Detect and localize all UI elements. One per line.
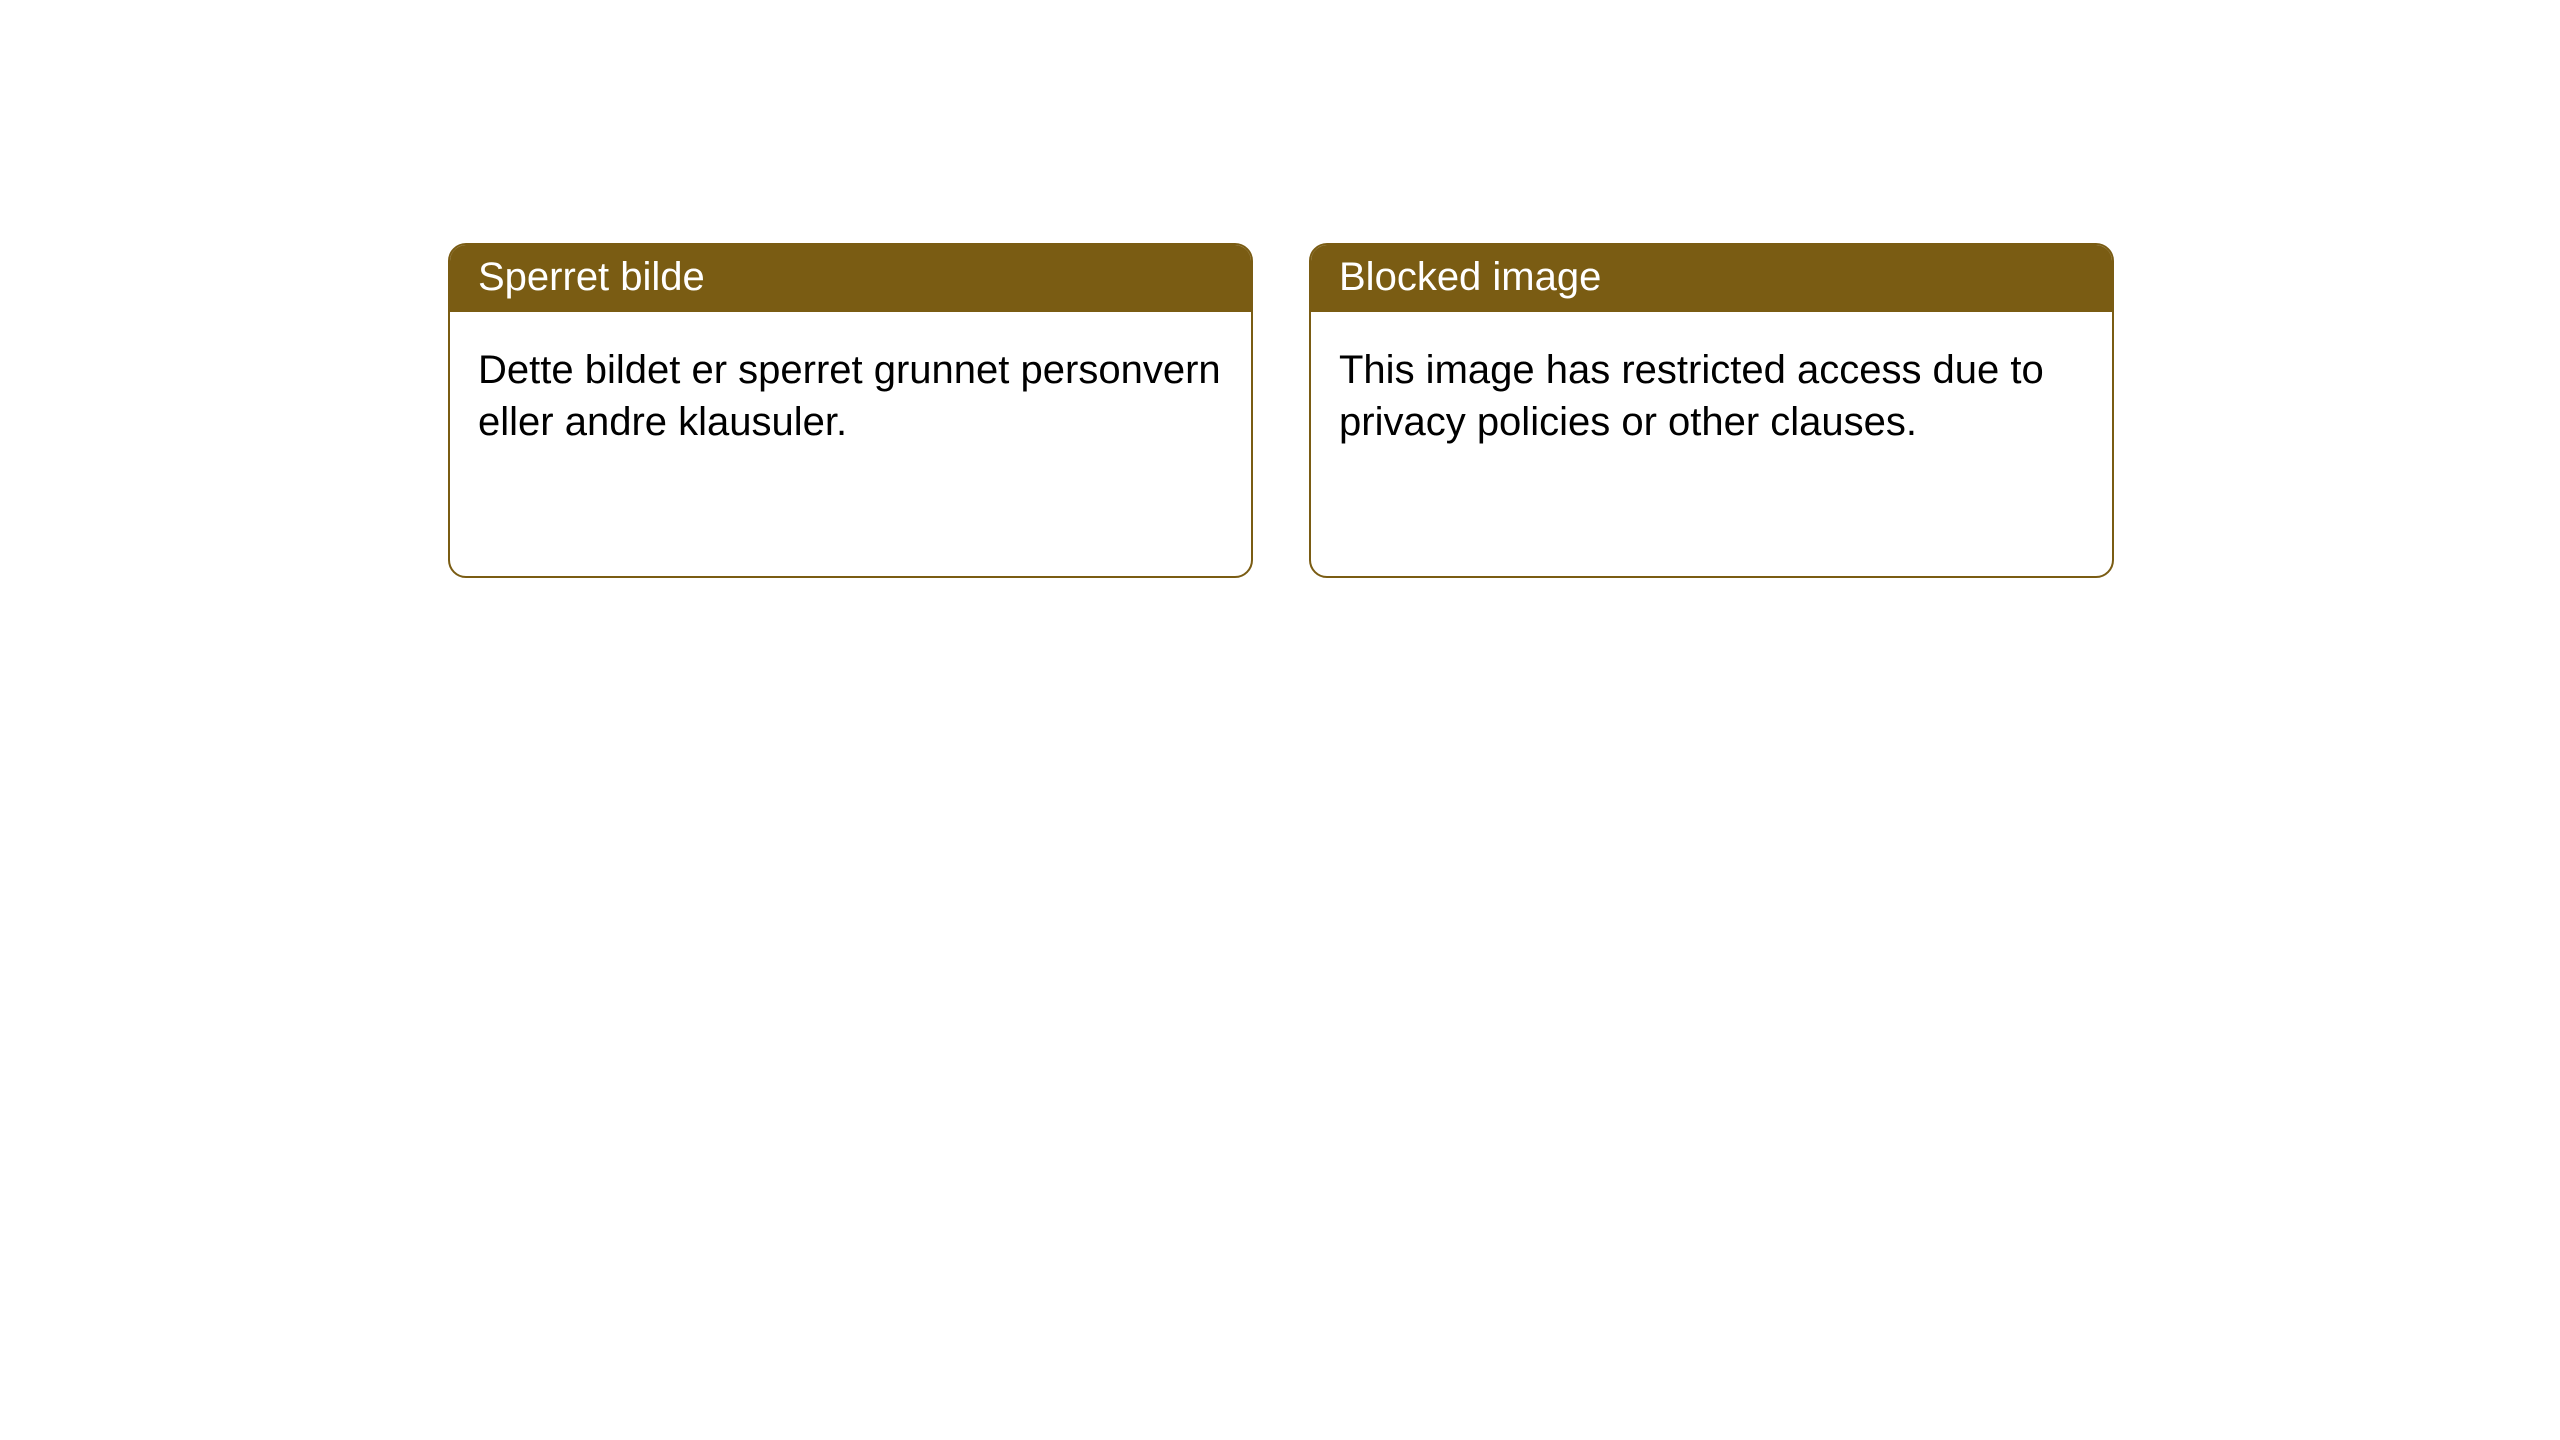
- notice-card-header: Blocked image: [1311, 245, 2112, 312]
- notice-card-norwegian: Sperret bilde Dette bildet er sperret gr…: [448, 243, 1253, 578]
- notice-cards-container: Sperret bilde Dette bildet er sperret gr…: [448, 243, 2114, 578]
- notice-card-body: Dette bildet er sperret grunnet personve…: [450, 312, 1251, 480]
- notice-card-header: Sperret bilde: [450, 245, 1251, 312]
- notice-card-english: Blocked image This image has restricted …: [1309, 243, 2114, 578]
- notice-card-body: This image has restricted access due to …: [1311, 312, 2112, 480]
